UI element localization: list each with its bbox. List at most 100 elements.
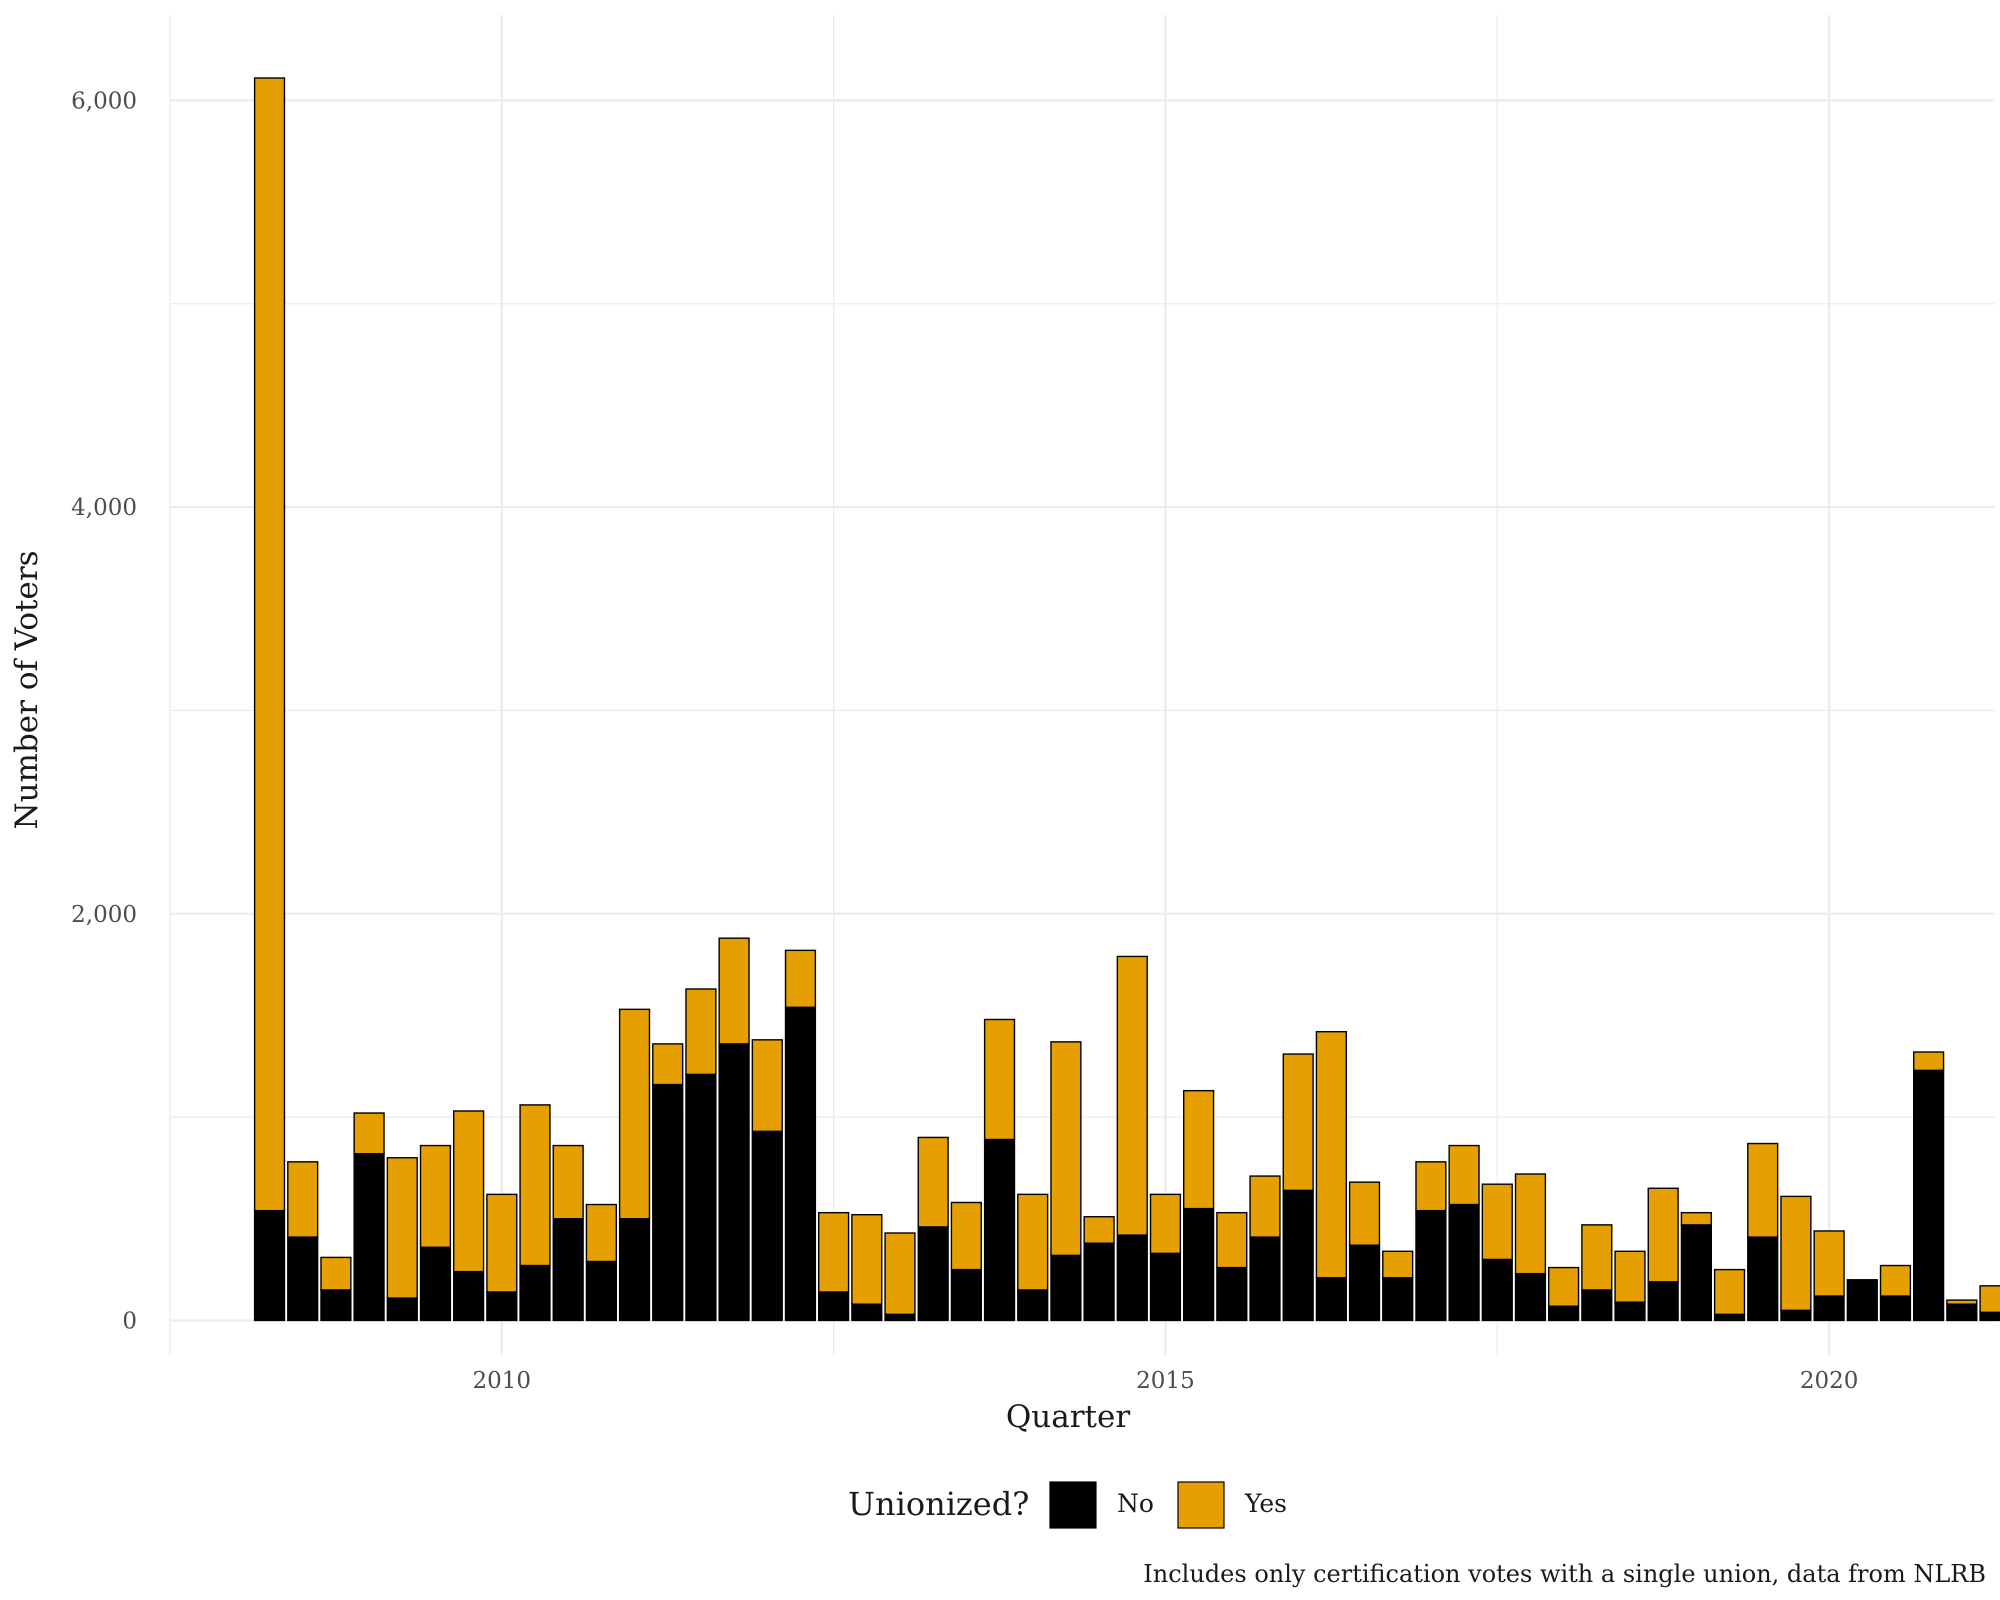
bar-yes [486,1193,518,1293]
bar-no [917,1226,949,1322]
chart-caption: Includes only certification votes with a… [1143,1560,1986,1588]
bar-yes [1315,1030,1347,1279]
bar-no [1282,1189,1314,1322]
bar-yes [1548,1266,1580,1307]
bar-no [419,1246,452,1322]
bar-yes [1050,1041,1082,1257]
bar-yes [1680,1211,1712,1226]
bar-no [950,1268,982,1322]
bar-yes [1813,1230,1845,1297]
bar-yes [1879,1264,1912,1297]
bar-yes [784,949,817,1008]
bar-yes [884,1232,916,1316]
bar-no [1647,1281,1679,1322]
bar-no [1946,1303,1978,1322]
bar-no [652,1083,684,1322]
bar-yes [1946,1299,1978,1305]
bar-yes [585,1203,617,1263]
bar-no [1415,1209,1447,1322]
bar-no [1747,1236,1779,1322]
y-axis-title: Number of Voters [9,550,45,829]
bar-yes [1017,1193,1049,1291]
bar-yes [1083,1216,1115,1244]
bar-no [1083,1242,1115,1322]
bar-yes [453,1110,485,1273]
bar-no [884,1313,916,1322]
bar-no [1514,1272,1547,1322]
bar-no [1813,1295,1845,1322]
legend-label-yes: Yes [1244,1489,1287,1518]
bar-no [1581,1289,1613,1322]
bar-no [1348,1244,1381,1322]
bar-no [386,1297,418,1322]
y-tick-label: 2,000 [71,902,137,928]
bar-yes [950,1201,982,1271]
bar-no [1879,1295,1912,1322]
bar-no [1713,1313,1746,1322]
bar-yes [1348,1181,1381,1246]
bar-no [1548,1305,1580,1322]
bar-yes [1780,1195,1812,1311]
y-tick-label: 6,000 [71,88,137,114]
bar-no [552,1218,584,1322]
bar-no [486,1291,518,1322]
bar-yes [287,1161,319,1238]
bars [253,77,2000,1322]
bar-no [1050,1254,1082,1322]
y-tick-label: 0 [122,1308,137,1334]
bar-yes [983,1018,1016,1141]
bar-no [1979,1311,2000,1322]
bar-yes [552,1144,584,1220]
bar-no [851,1303,883,1322]
bar-yes [1979,1285,2000,1313]
bar-yes [386,1157,418,1299]
bar-yes [1282,1053,1314,1191]
x-axis-title: Quarter [1006,1399,1130,1435]
bar-no [983,1138,1016,1322]
legend-label-no: No [1117,1489,1154,1518]
bar-yes [253,77,286,1212]
bar-yes [1581,1224,1613,1291]
bar-no [585,1260,617,1322]
bar-yes [1249,1175,1281,1238]
bar-yes [851,1213,883,1305]
legend-swatch-yes [1177,1481,1225,1529]
x-tick-label: 2010 [473,1368,532,1394]
bar-yes [519,1104,551,1267]
bar-yes [1216,1211,1248,1269]
x-tick-label: 2015 [1136,1368,1195,1394]
bar-no [1481,1258,1513,1322]
y-tick-label: 4,000 [71,495,137,521]
bar-no [1315,1277,1347,1322]
bar-yes [320,1256,352,1291]
bar-no [1846,1279,1878,1322]
bar-yes [1183,1089,1215,1210]
legend-swatch-no [1049,1481,1097,1529]
bar-yes [718,937,750,1045]
bar-yes [1149,1193,1182,1255]
bar-yes [618,1008,651,1220]
bar-no [1680,1224,1712,1322]
bar-no [1216,1266,1248,1322]
bar-no [320,1289,352,1322]
bar-yes [652,1043,684,1086]
y-axis-tick-labels: 0 2,000 4,000 6,000 [71,88,137,1334]
bar-no [1183,1207,1215,1322]
bar-no [1448,1203,1480,1322]
bar-yes [751,1039,783,1133]
bar-yes [1913,1051,1945,1072]
bar-no [1614,1301,1646,1322]
bar-yes [1448,1144,1480,1206]
bar-no [1017,1289,1049,1322]
legend-title: Unionized? [848,1485,1029,1523]
bar-yes [1415,1161,1447,1212]
bar-no [1780,1309,1812,1322]
bar-yes [1116,955,1148,1236]
bar-no [253,1209,286,1322]
bar-no [1116,1234,1148,1322]
bar-no [1249,1236,1281,1322]
x-tick-label: 2020 [1800,1368,1859,1394]
bar-yes [353,1112,385,1155]
bar-yes [1481,1183,1513,1261]
